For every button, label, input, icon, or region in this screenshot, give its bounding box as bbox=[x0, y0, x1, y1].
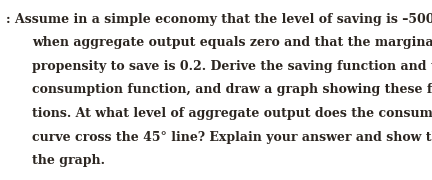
Text: : Assume in a simple economy that the level of saving is –500: : Assume in a simple economy that the le… bbox=[6, 13, 432, 26]
Text: consumption function, and draw a graph showing these func-: consumption function, and draw a graph s… bbox=[32, 83, 432, 96]
Text: propensity to save is 0.2. Derive the saving function and the: propensity to save is 0.2. Derive the sa… bbox=[32, 60, 432, 73]
Text: tions. At what level of aggregate output does the consumption: tions. At what level of aggregate output… bbox=[32, 107, 432, 120]
Text: when aggregate output equals zero and that the marginal: when aggregate output equals zero and th… bbox=[32, 36, 432, 49]
Text: curve cross the 45° line? Explain your answer and show this on: curve cross the 45° line? Explain your a… bbox=[32, 130, 432, 143]
Text: the graph.: the graph. bbox=[32, 154, 105, 167]
